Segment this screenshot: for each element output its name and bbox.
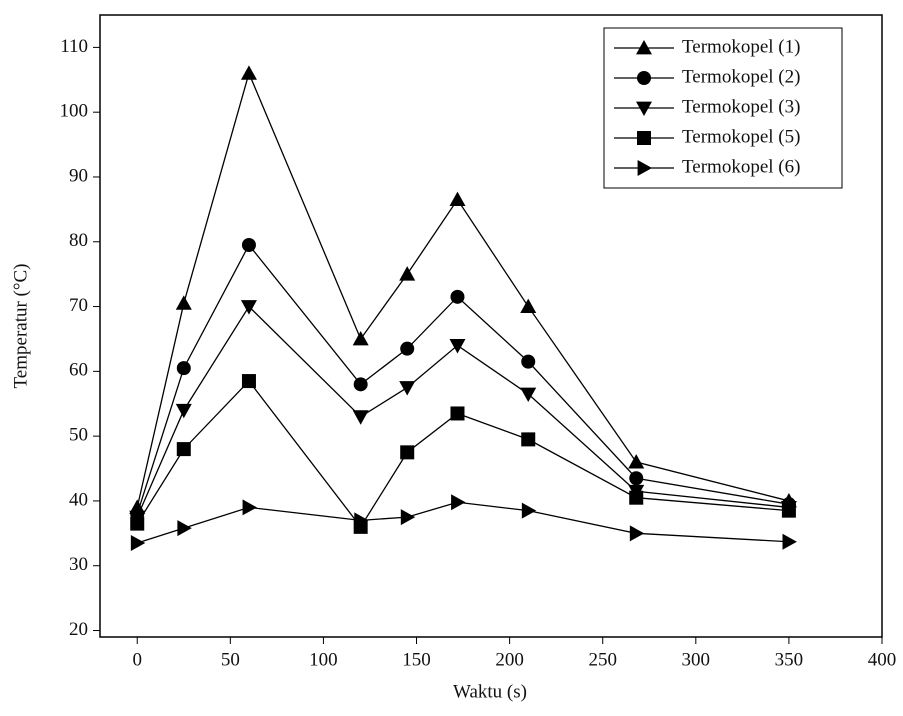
legend-marker bbox=[636, 101, 652, 116]
y-tick-label: 90 bbox=[69, 165, 88, 186]
marker bbox=[451, 494, 466, 511]
marker bbox=[450, 406, 465, 421]
x-tick-label: 300 bbox=[682, 649, 711, 670]
marker bbox=[400, 445, 415, 460]
marker bbox=[352, 330, 369, 346]
marker bbox=[399, 381, 416, 396]
y-axis-label: Temperatur (°C) bbox=[10, 264, 31, 389]
x-tick-label: 150 bbox=[402, 649, 431, 670]
x-tick-label: 400 bbox=[868, 649, 897, 670]
marker bbox=[177, 520, 192, 537]
legend-box bbox=[603, 27, 843, 189]
marker bbox=[130, 516, 145, 531]
marker bbox=[176, 361, 191, 376]
legend-marker bbox=[637, 131, 651, 145]
x-tick-label: 50 bbox=[221, 649, 240, 670]
y-tick-label: 40 bbox=[69, 489, 88, 510]
marker bbox=[400, 509, 416, 526]
marker bbox=[629, 525, 645, 542]
legend-marker bbox=[637, 160, 652, 176]
x-tick-label: 350 bbox=[775, 649, 804, 670]
marker bbox=[240, 300, 257, 315]
legend-marker bbox=[636, 40, 652, 55]
x-tick-label: 200 bbox=[495, 649, 524, 670]
series-line bbox=[136, 243, 790, 515]
marker bbox=[242, 499, 257, 516]
legend-marker bbox=[637, 71, 651, 85]
legend-label: Termokopel (5) bbox=[682, 126, 800, 147]
series-line bbox=[137, 501, 789, 544]
marker bbox=[449, 191, 466, 207]
marker bbox=[176, 442, 191, 457]
marker bbox=[628, 454, 645, 469]
marker bbox=[629, 490, 644, 505]
marker bbox=[352, 410, 369, 425]
marker bbox=[520, 298, 537, 313]
marker bbox=[175, 295, 192, 310]
x-tick-label: 250 bbox=[588, 649, 617, 670]
marker bbox=[241, 238, 256, 253]
marker bbox=[449, 339, 466, 354]
y-tick-label: 20 bbox=[69, 619, 88, 640]
marker bbox=[521, 432, 536, 447]
marker bbox=[130, 535, 146, 552]
legend-label: Termokopel (2) bbox=[682, 66, 800, 87]
marker bbox=[240, 65, 257, 80]
marker bbox=[241, 374, 256, 389]
y-tick-label: 50 bbox=[69, 425, 88, 446]
marker bbox=[521, 354, 536, 369]
marker bbox=[353, 377, 368, 392]
x-axis-label: Waktu (s) bbox=[453, 681, 527, 702]
y-tick-label: 70 bbox=[69, 295, 88, 316]
marker bbox=[175, 403, 192, 419]
y-tick-label: 100 bbox=[60, 101, 89, 122]
legend-label: Termokopel (3) bbox=[682, 96, 800, 117]
legend-label: Termokopel (6) bbox=[682, 156, 800, 177]
marker bbox=[629, 471, 644, 486]
y-tick-label: 30 bbox=[69, 554, 88, 575]
marker bbox=[399, 266, 416, 281]
marker bbox=[521, 502, 537, 519]
x-tick-label: 100 bbox=[309, 649, 338, 670]
marker bbox=[781, 503, 796, 518]
series-line bbox=[136, 380, 789, 528]
legend-label: Termokopel (1) bbox=[682, 36, 800, 57]
y-tick-label: 110 bbox=[60, 36, 88, 57]
marker bbox=[450, 289, 465, 304]
marker bbox=[520, 387, 537, 403]
plot-frame bbox=[99, 14, 883, 638]
marker bbox=[782, 533, 797, 550]
marker bbox=[354, 512, 369, 529]
y-tick-label: 80 bbox=[69, 230, 88, 251]
x-tick-label: 0 bbox=[132, 649, 142, 670]
y-tick-label: 60 bbox=[69, 360, 88, 381]
marker bbox=[400, 341, 415, 356]
